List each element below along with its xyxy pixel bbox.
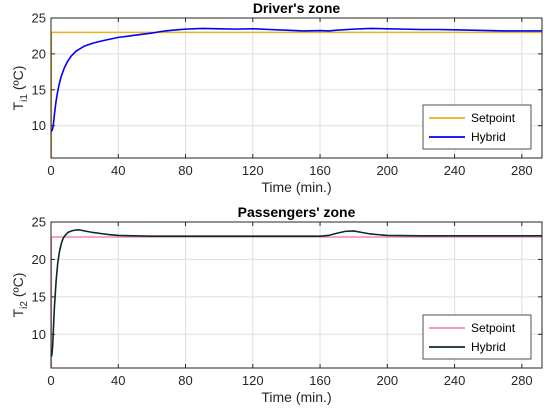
y-tick-label: 10	[32, 118, 46, 133]
x-tick-label: 160	[309, 373, 331, 388]
chart-title: Driver's zone	[253, 0, 341, 16]
legend-label-hybrid: Hybrid	[471, 340, 506, 354]
series-line-hybrid	[51, 229, 542, 358]
x-tick-label: 0	[47, 163, 54, 178]
y-tick-label: 15	[32, 289, 46, 304]
x-tick-label: 40	[111, 163, 125, 178]
y-tick-label: 20	[32, 252, 46, 267]
x-tick-label: 280	[511, 373, 533, 388]
x-tick-label: 0	[47, 373, 54, 388]
y-tick-label: 25	[32, 215, 46, 230]
x-tick-label: 200	[376, 163, 398, 178]
x-tick-label: 240	[444, 163, 466, 178]
legend-label-hybrid: Hybrid	[471, 130, 506, 144]
y-tick-label: 25	[32, 11, 46, 26]
legend-label-setpoint: Setpoint	[471, 321, 516, 335]
x-axis-label: Time (min.)	[261, 179, 331, 195]
y-tick-label: 15	[32, 82, 46, 97]
series-line-hybrid	[51, 27, 542, 133]
x-tick-label: 120	[242, 163, 264, 178]
chart-panel-1: 0 40 80 120 160 200 240 280 10 15 20 25 Driver's zon…	[10, 0, 543, 195]
x-tick-label: 120	[242, 373, 264, 388]
x-axis-label: Time (min.)	[261, 389, 331, 405]
x-tick-label: 80	[178, 373, 192, 388]
y-tick-label: 20	[32, 46, 46, 61]
y-tick-label: 10	[32, 327, 46, 342]
x-tick-label: 160	[309, 163, 331, 178]
y-axis-label: Ti1 (ºC)	[10, 66, 30, 111]
axes-box	[50, 17, 543, 159]
y-axis-label: Ti2 (ºC)	[10, 273, 30, 318]
x-tick-label: 40	[111, 373, 125, 388]
legend-label-setpoint: Setpoint	[471, 111, 516, 125]
legend-box	[422, 104, 532, 150]
x-tick-label: 80	[178, 163, 192, 178]
x-tick-label: 200	[376, 373, 398, 388]
x-tick-label: 240	[444, 373, 466, 388]
chart-title: Passengers' zone	[238, 204, 356, 220]
legend: Setpoint Hybrid	[422, 104, 532, 150]
legend-box	[422, 314, 532, 360]
axes-box	[50, 221, 543, 369]
legend: Setpoint Hybrid	[422, 314, 532, 360]
x-tick-label: 280	[511, 163, 533, 178]
chart-panel-2: 0 40 80 120 160 200 240 280 10 15 20 25 Passengers' …	[10, 204, 543, 405]
